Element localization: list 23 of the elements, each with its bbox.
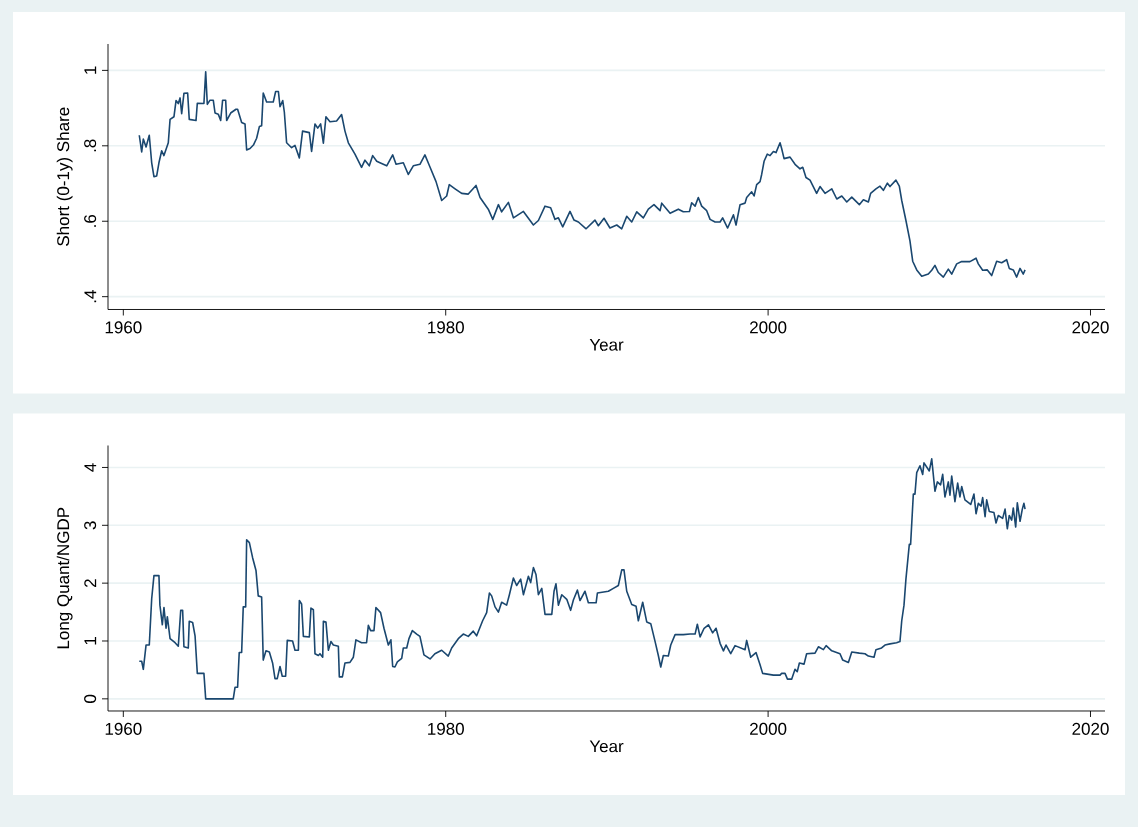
x-tick-label: 2020 <box>1072 722 1109 735</box>
y-axis-title: Short (0-1y) Share <box>56 107 73 246</box>
x-tick-label: 1980 <box>428 321 464 334</box>
y-tick-label: 0 <box>84 694 97 703</box>
y-tick-label: .4 <box>84 290 97 303</box>
line-series <box>138 71 1026 278</box>
x-tick-label: 2000 <box>750 321 787 334</box>
y-tick-label: 4 <box>84 463 97 472</box>
line-series <box>138 457 1026 700</box>
y-tick-label: 2 <box>84 579 97 588</box>
x-tick-label: 2000 <box>750 722 787 735</box>
y-tick-label: .8 <box>84 139 97 152</box>
x-tick-label: 1960 <box>105 722 142 735</box>
x-tick-label: 2020 <box>1072 321 1109 334</box>
x-tick-label: 1980 <box>428 722 464 735</box>
x-axis-title: Year <box>589 740 624 753</box>
x-tick-label: 1960 <box>105 321 142 334</box>
y-tick-label: 1 <box>84 66 97 74</box>
y-tick-label: .6 <box>84 214 97 227</box>
y-axis-title: Long Quant/NGDP <box>56 507 73 649</box>
y-tick-label: 3 <box>84 521 97 530</box>
y-tick-label: 1 <box>84 637 97 645</box>
x-axis-title: Year <box>589 338 624 351</box>
